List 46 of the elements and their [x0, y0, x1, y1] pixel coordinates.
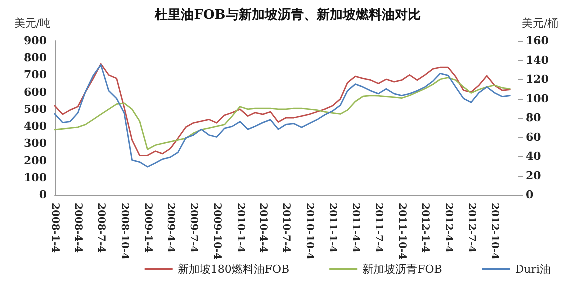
y2-tick-label: 160 — [526, 34, 550, 48]
x-tick-label: 2009-4-4 — [165, 203, 176, 254]
x-tick-label: 2011-4-4 — [350, 203, 362, 254]
y2-tick-label: 80 — [526, 112, 542, 124]
x-tick-label: 2010-4-4 — [258, 203, 269, 254]
x-tick-label: 2010-1-4 — [234, 203, 246, 254]
legend-label: Duri油 — [515, 263, 552, 276]
x-tick-label: 2010-7-4 — [280, 203, 292, 254]
y-tick-label: 100 — [24, 171, 48, 184]
x-tick-label: 2008-10-4 — [118, 203, 130, 260]
x-tick-label: 2011-7-4 — [373, 203, 384, 254]
x-tick-label: 2010-10-4 — [304, 203, 315, 260]
x-tick-label: 2012-7-4 — [466, 203, 477, 254]
y-tick-label: 700 — [24, 68, 48, 82]
x-tick-label: 2011-10-4 — [396, 203, 408, 260]
x-tick-label: 2011-1-4 — [327, 203, 338, 254]
y2-tick-label: 60 — [526, 130, 542, 144]
chart-title: 杜里油FOB与新加坡沥青、新加坡燃料油对比 — [154, 7, 421, 23]
y2-tick-label: 0 — [526, 188, 534, 202]
legend-label: 新加坡180燃料油FOB — [178, 263, 290, 276]
y2-tick-label: 20 — [526, 169, 542, 182]
y-tick-label: 900 — [24, 34, 48, 48]
x-tick-label: 2012-10-4 — [489, 203, 500, 260]
x-tick-label: 2009-10-4 — [211, 203, 222, 260]
legend-label: 新加坡沥青FOB — [362, 263, 442, 276]
y2-tick-label: 140 — [526, 54, 550, 67]
x-tick-label: 2008-4-4 — [72, 203, 84, 254]
y-tick-label: 300 — [24, 137, 48, 150]
x-tick-label: 2008-7-4 — [96, 203, 107, 254]
y-tick-label: 0 — [39, 188, 48, 202]
y-axis-title: 美元/吨 — [14, 17, 51, 30]
x-tick-label: 2009-1-4 — [142, 203, 154, 254]
x-tick-label: 2012-1-4 — [420, 203, 431, 254]
y-tick-label: 600 — [24, 86, 48, 99]
y2-axis-title: 美元/桶 — [522, 17, 559, 30]
x-tick-label: 2008-1-4 — [50, 203, 60, 254]
y-tick-label: 500 — [24, 102, 48, 116]
y-tick-label: 800 — [24, 52, 48, 65]
y-tick-label: 200 — [24, 154, 48, 168]
y2-tick-label: 120 — [526, 73, 550, 86]
y-tick-label: 400 — [24, 120, 48, 134]
x-tick-label: 2009-7-4 — [188, 203, 200, 254]
line-series — [54, 77, 511, 150]
y2-tick-label: 100 — [526, 92, 550, 106]
y2-tick-label: 40 — [526, 150, 542, 163]
x-tick-label: 2012-4-4 — [442, 203, 454, 254]
